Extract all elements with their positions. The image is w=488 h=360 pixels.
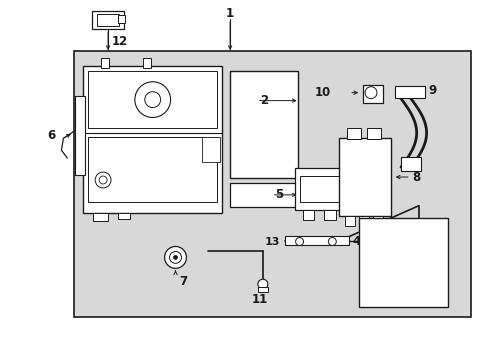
Bar [324,210,336,220]
Circle shape [95,172,111,188]
Text: 2: 2 [259,94,267,107]
Bar [101,58,109,68]
Text: 4: 4 [351,235,360,248]
Bar [74,51,470,317]
Circle shape [327,238,336,246]
Bar [88,71,217,129]
Bar [362,85,382,103]
Text: 11: 11 [251,293,267,306]
Text: 9: 9 [427,84,436,97]
Text: 10: 10 [314,86,331,99]
Text: 1: 1 [225,7,234,20]
Circle shape [135,82,170,117]
Bar [230,183,297,207]
Text: 13: 13 [264,237,279,247]
Bar [366,129,380,139]
Bar [202,137,220,162]
Bar [358,218,447,307]
Text: 8: 8 [412,171,420,184]
Bar [93,213,108,221]
Bar [97,14,119,26]
Circle shape [164,247,186,268]
Text: 3: 3 [353,183,362,195]
Bar [75,96,85,175]
Bar [346,129,360,139]
Bar [345,216,354,226]
Bar [230,71,297,178]
Bar [302,210,314,220]
Text: 12: 12 [112,35,128,48]
Bar [284,235,348,246]
Bar [358,216,368,226]
Circle shape [173,255,177,260]
Bar [88,137,217,202]
Circle shape [169,251,181,264]
Text: 6: 6 [47,129,56,142]
Bar [257,287,267,292]
Circle shape [99,176,107,184]
Bar [83,66,222,213]
Bar [294,168,348,210]
Bar [394,86,424,98]
Circle shape [365,87,376,99]
Bar [118,15,124,23]
Bar [142,58,150,68]
Text: 7: 7 [179,275,187,288]
Bar [339,138,390,216]
Bar [372,216,382,226]
Circle shape [257,279,267,289]
Bar [299,176,343,202]
Bar [400,157,420,171]
Text: 5: 5 [274,188,283,201]
Circle shape [144,92,161,108]
Bar [118,213,130,219]
Circle shape [295,238,303,246]
Bar [92,11,123,29]
